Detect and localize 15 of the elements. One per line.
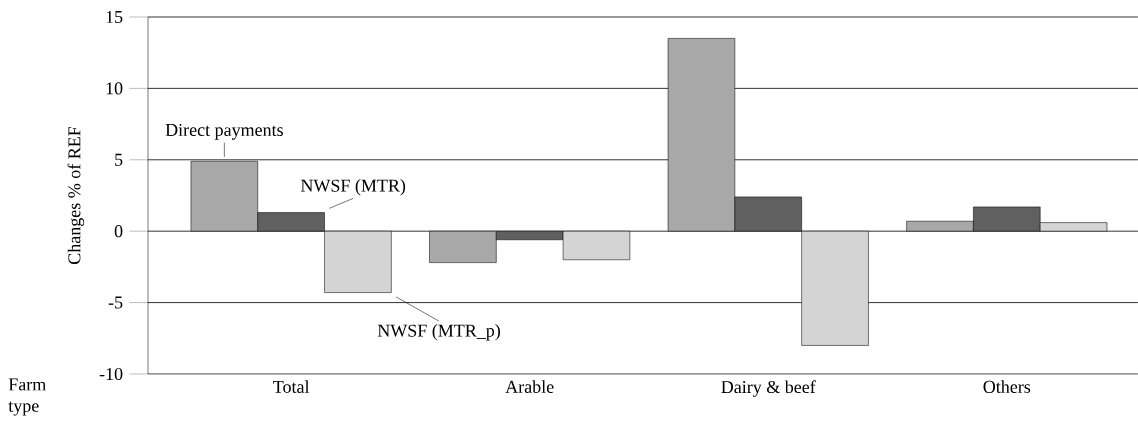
y-tick-label: 10 [106, 82, 123, 95]
y-tick-label: -5 [108, 296, 123, 309]
y-tick-label: -10 [99, 367, 123, 381]
y-axis-title: Changes % of REF [67, 126, 85, 264]
y-tick-label: 15 [106, 10, 123, 24]
y-tick-label: 0 [114, 225, 123, 238]
x-tick-label: Total [273, 380, 310, 393]
series-label: NWSF (MTR) [300, 179, 406, 196]
x-tick-label: Others [983, 380, 1031, 393]
y-tick-label: 5 [115, 153, 123, 166]
legend-label: NWSF (MTR_p) [377, 324, 500, 341]
series-label: Direct payments [165, 123, 283, 140]
x-axis-title: Farm type [8, 378, 46, 416]
x-tick-label: Arable [505, 380, 554, 393]
x-tick-label: Dairy & beef [721, 380, 816, 397]
